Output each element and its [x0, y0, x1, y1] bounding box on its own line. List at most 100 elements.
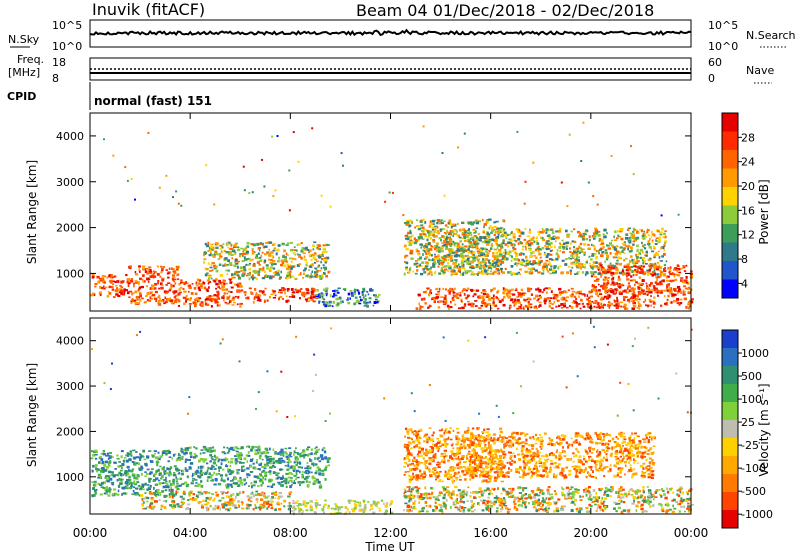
echo-cell [181, 483, 185, 485]
echo-cell [659, 260, 663, 262]
echo-cell [604, 249, 608, 252]
echo-cell [642, 265, 645, 268]
echo-cell [442, 300, 447, 304]
echo-cell [117, 295, 121, 298]
echo-cell [149, 504, 152, 507]
echo-cell [108, 285, 112, 289]
echo-cell [159, 455, 163, 458]
echo-cell [454, 233, 458, 235]
echo-cell [272, 256, 275, 259]
echo-cell [199, 282, 204, 286]
echo-cell [651, 288, 653, 291]
echo-cell [452, 242, 454, 246]
echo-cell [425, 265, 429, 267]
echo-cell [202, 499, 205, 502]
echo-cell [289, 275, 292, 279]
echo-cell [486, 243, 489, 246]
echo-cell [447, 221, 450, 225]
echo-cell [103, 463, 107, 467]
echo-cell [564, 291, 568, 294]
echo-cell [490, 262, 493, 264]
echo-cell [658, 238, 661, 241]
echo-cell [308, 481, 311, 484]
echo-cell [639, 284, 643, 286]
echo-cell [298, 263, 302, 265]
echo-cell [215, 253, 219, 256]
echo-cell [293, 469, 295, 472]
echo-cell [628, 282, 630, 285]
echo-cell [513, 257, 517, 261]
echo-cell [270, 293, 274, 296]
echo-cell [131, 493, 135, 495]
echo-cell [474, 266, 477, 269]
echo-cell [161, 490, 165, 493]
echo-cell [190, 297, 192, 300]
echo-cell [435, 293, 438, 296]
echo-cell [630, 289, 633, 292]
echo-cell [483, 289, 486, 292]
echo-cell [481, 295, 485, 298]
echo-cell [663, 289, 667, 292]
echo-cell [646, 273, 650, 276]
echo-cell [218, 287, 222, 290]
echo-cell [257, 492, 261, 496]
echo-cell [269, 261, 273, 264]
echo-cell [566, 235, 570, 238]
echo-cell [236, 246, 240, 249]
echo-cell [513, 251, 517, 254]
echo-cell [659, 291, 663, 294]
echo-cell [217, 466, 222, 469]
echo-cell [100, 453, 103, 455]
echo-cell [112, 474, 116, 478]
echo-cell [571, 240, 575, 243]
echo-cell [603, 268, 606, 271]
echo-cell [503, 295, 506, 299]
echo-cell [609, 242, 612, 246]
echo-cell [567, 289, 570, 292]
echo-cell [549, 297, 553, 300]
echo-cell [135, 462, 139, 465]
echo-cell [185, 451, 188, 455]
echo-cell [618, 292, 622, 295]
echo-cell [662, 252, 666, 256]
echo-cell [166, 298, 168, 301]
echo-cell [654, 262, 657, 265]
echo-cell [638, 265, 642, 267]
echo-cell [388, 191, 391, 194]
echo-cell [598, 262, 601, 265]
echo-cell [268, 447, 271, 451]
echo-cell [261, 251, 264, 254]
echo-cell [497, 229, 501, 232]
echo-cell [369, 509, 372, 511]
echo-cell [452, 234, 455, 238]
echo-cell [349, 297, 351, 300]
echo-cell [283, 460, 286, 463]
echo-cell [153, 493, 156, 496]
echo-cell [598, 289, 601, 291]
echo-cell [192, 498, 196, 501]
echo-cell [541, 267, 545, 271]
echo-cell [495, 228, 498, 231]
echo-cell [267, 252, 271, 255]
echo-cell [127, 481, 130, 484]
echo-cell [136, 302, 141, 305]
echo-cell [142, 497, 146, 500]
echo-cell [455, 272, 458, 275]
echo-cell [146, 268, 148, 270]
echo-cell [423, 228, 427, 231]
echo-cell [517, 259, 521, 262]
echo-cell [677, 291, 679, 295]
echo-cell [320, 295, 324, 297]
echo-cell [298, 273, 301, 276]
echo-cell [148, 299, 152, 302]
echo-cell [526, 235, 531, 237]
echo-cell [441, 235, 445, 238]
echo-cell [495, 257, 499, 259]
echo-cell [679, 290, 682, 292]
echo-cell [483, 247, 487, 251]
echo-cell [464, 245, 468, 248]
echo-cell [442, 220, 446, 222]
echo-cell [493, 257, 497, 260]
echo-cell [122, 473, 125, 476]
echo-cell [175, 298, 177, 301]
